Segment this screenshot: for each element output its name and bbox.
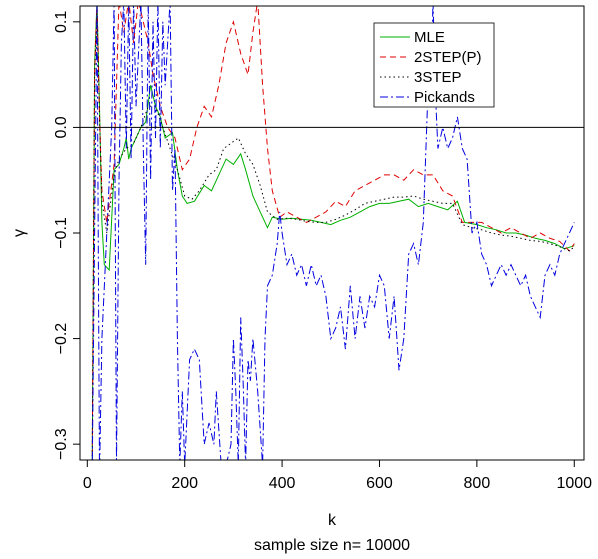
series-line-2step-p — [91, 6, 575, 460]
y-axis: −0.3 −0.2 −0.1 0.0 0.1 — [53, 11, 81, 460]
series-line-3step — [91, 11, 575, 460]
y-tick-label: −0.3 — [53, 428, 70, 460]
x-tick-label: 400 — [269, 475, 296, 492]
legend-label: 2STEP(P) — [414, 49, 482, 66]
legend-label: MLE — [414, 29, 445, 46]
chart-caption: sample size n= 10000 — [254, 537, 410, 554]
y-tick-label: 0.0 — [53, 116, 70, 138]
legend-label: 3STEP — [414, 69, 462, 86]
x-axis-label: k — [328, 512, 337, 529]
x-tick-label: 0 — [83, 475, 92, 492]
y-tick-label: −0.1 — [53, 217, 70, 249]
series-layer — [91, 6, 575, 460]
y-tick-label: −0.2 — [53, 323, 70, 355]
legend-label: Pickands — [414, 89, 475, 106]
y-axis-label: γ — [11, 229, 28, 237]
x-tick-label: 600 — [366, 475, 393, 492]
legend: MLE 2STEP(P) 3STEP Pickands — [373, 22, 495, 108]
x-tick-label: 1000 — [556, 475, 592, 492]
x-tick-label: 200 — [171, 475, 198, 492]
x-axis: 0 200 400 600 800 1000 — [83, 459, 592, 492]
series-line-pickands — [91, 6, 575, 460]
series-line-mle — [91, 6, 575, 460]
y-tick-label: 0.1 — [53, 11, 70, 33]
x-tick-label: 800 — [464, 475, 491, 492]
